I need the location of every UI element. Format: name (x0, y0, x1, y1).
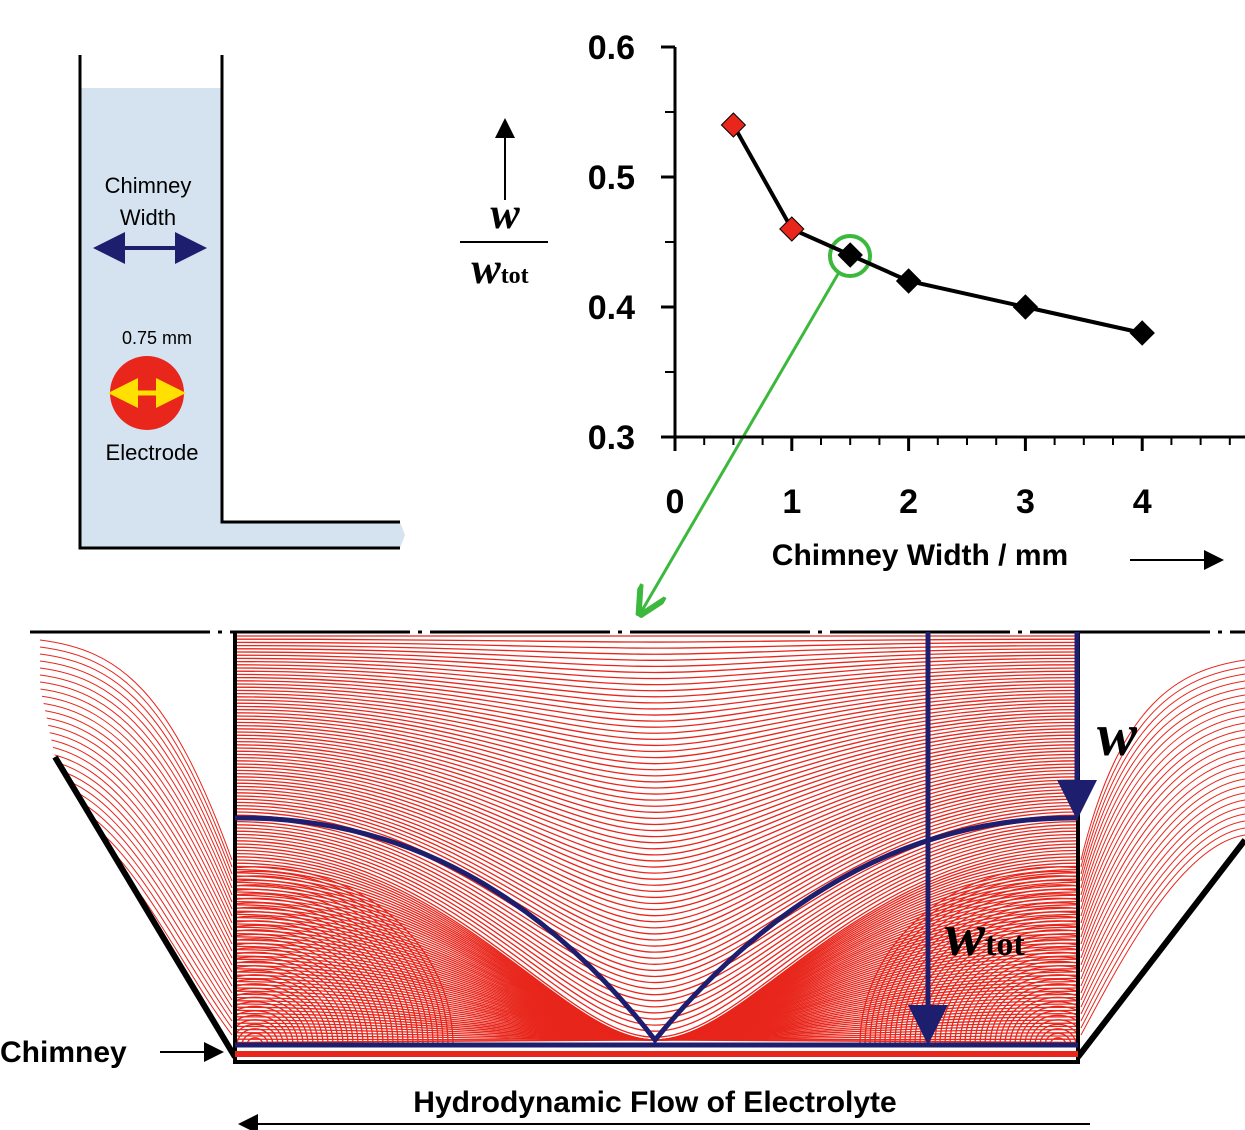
electrolyte (80, 88, 405, 548)
x-tick-label: 3 (1016, 483, 1035, 521)
y-tick-label: 0.3 (588, 419, 635, 457)
caption: Hydrodynamic Flow of Electrolyte (413, 1086, 896, 1119)
y-label-sub: tot (501, 263, 529, 289)
x-tick-label: 2 (899, 483, 918, 521)
chimney-label: Chimney (0, 1036, 127, 1069)
x-tick-label: 1 (782, 483, 801, 521)
side-streams (40, 640, 232, 1035)
streamline (1081, 821, 1245, 1021)
schematic-label: Width (120, 205, 176, 230)
x-tick-label: 0 (666, 483, 685, 521)
streamline (235, 639, 1078, 642)
marker (838, 243, 862, 267)
streamline (40, 759, 232, 979)
marker (780, 217, 804, 241)
electrode-size: 0.75 mm (122, 328, 192, 348)
streamline (40, 682, 232, 902)
streamline (40, 654, 232, 874)
schematic: Chimney Width 0.75 mm Electrode (80, 55, 405, 548)
w-label: w (1097, 702, 1138, 768)
streamline (235, 665, 1078, 691)
streamline (40, 808, 232, 1028)
y-tick-label: 0.4 (588, 289, 635, 327)
streamline (885, 889, 1231, 1045)
marker (721, 113, 745, 137)
electrode-label: Electrode (106, 440, 199, 465)
y-label-numerator: w (490, 189, 520, 238)
wtot-sub: tot (985, 926, 1025, 963)
streamline (40, 689, 232, 909)
x-tick-label: 4 (1133, 483, 1152, 521)
streamline (235, 671, 1078, 703)
streamline (40, 640, 232, 860)
schematic-label: Chimney (105, 173, 192, 198)
marker (897, 269, 921, 293)
streamline (82, 889, 428, 1045)
y-tick-label: 0.5 (588, 159, 635, 197)
marker (1130, 321, 1154, 345)
y-tick-label: 0.6 (588, 29, 635, 67)
marker (1013, 295, 1037, 319)
figure: Chimney Width 0.75 mm Electrode w wtot C… (0, 0, 1245, 1130)
streamline (235, 694, 1078, 746)
streamlines (40, 636, 1245, 1045)
streamline (235, 735, 1078, 824)
wtot-w: w (945, 902, 986, 968)
y-label-w: w (471, 244, 501, 293)
y-label-denominator: wtot (471, 244, 528, 293)
streamline (40, 731, 232, 951)
x-axis-label: Chimney Width / mm (772, 539, 1068, 572)
